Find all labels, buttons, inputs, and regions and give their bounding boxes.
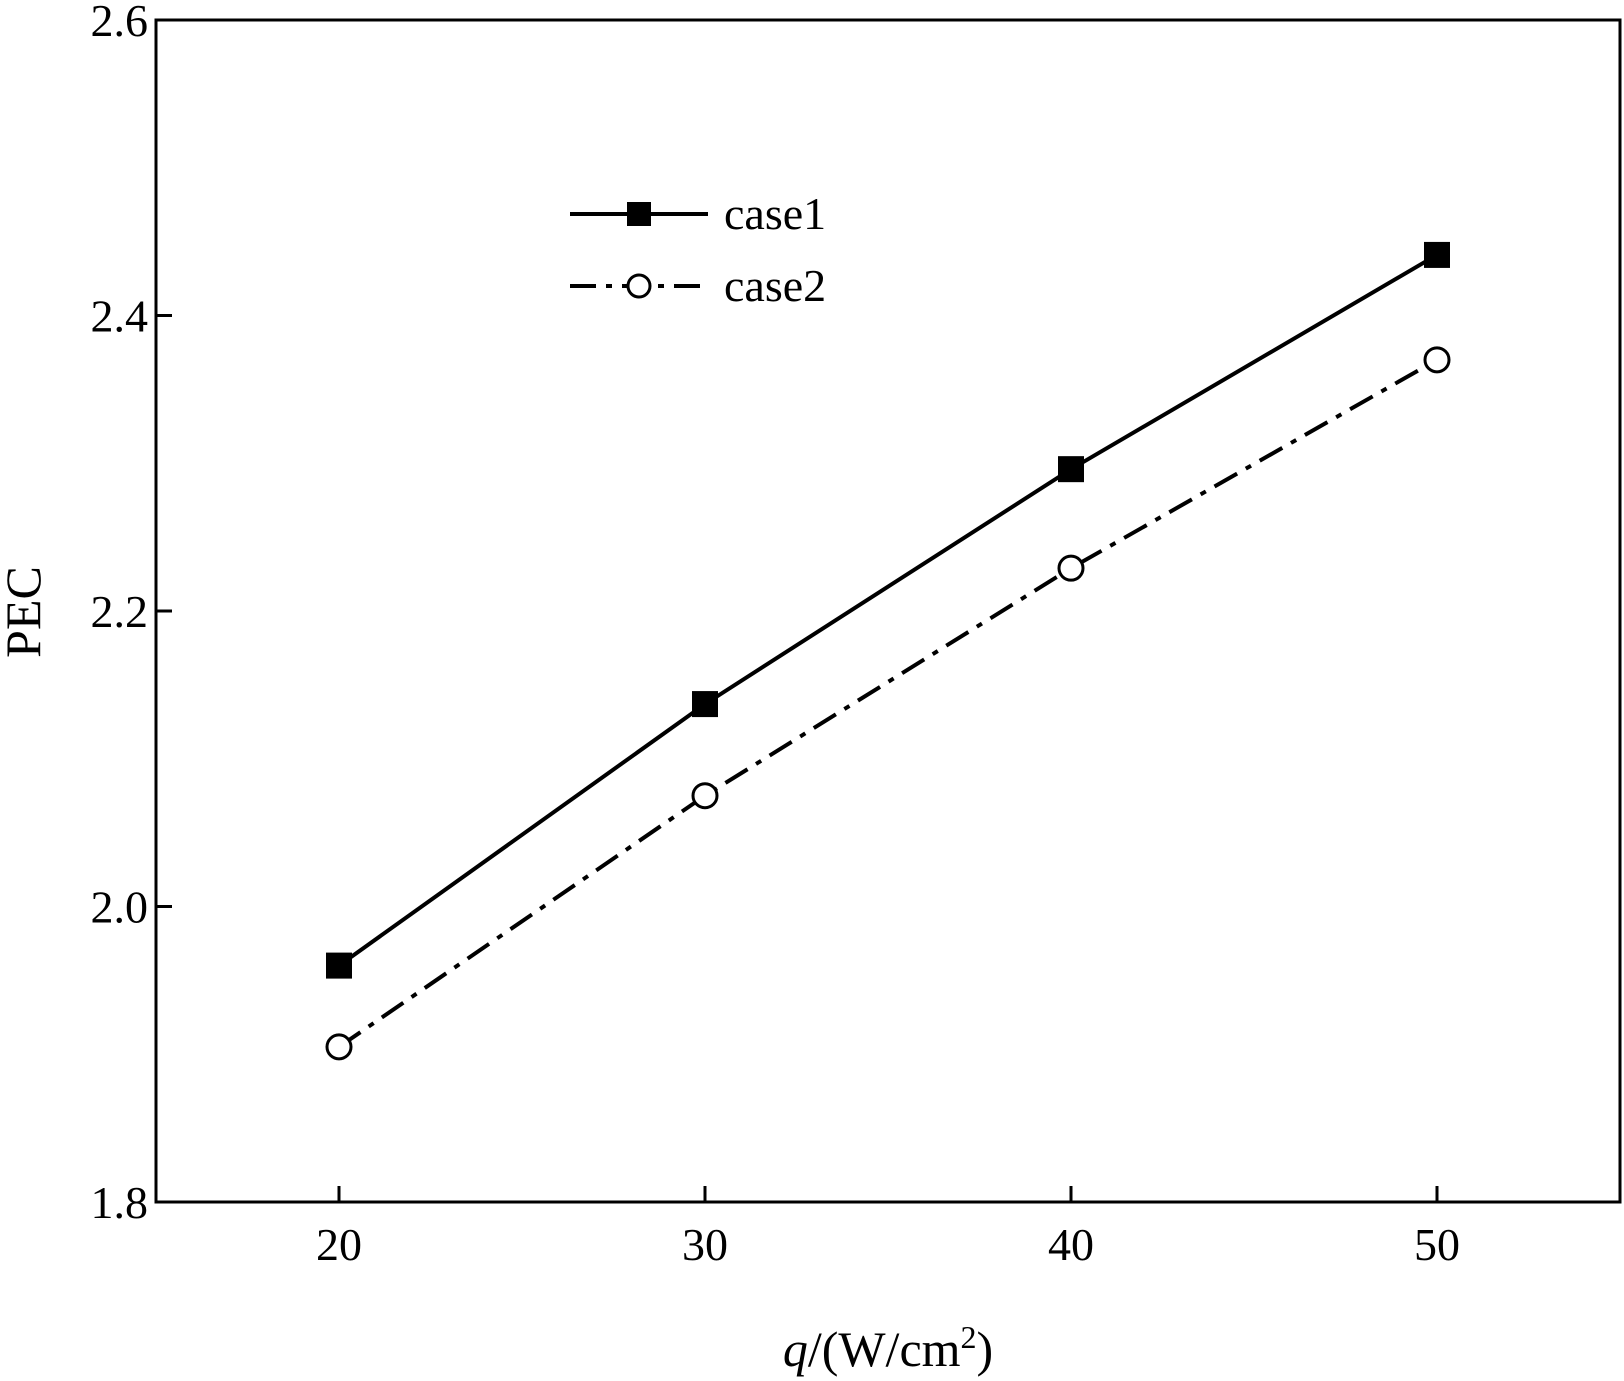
data-point-case1 (1424, 241, 1450, 268)
y-axis-title: PEC (0, 566, 51, 658)
x-tick-label: 50 (1414, 1219, 1460, 1270)
x-tick-label: 40 (1048, 1219, 1094, 1270)
plot-frame (154, 18, 1622, 1204)
y-tick-label: 2.2 (91, 586, 149, 637)
y-tick-label: 2.6 (91, 0, 149, 46)
y-tick-label: 1.8 (91, 1177, 149, 1228)
legend-label-case2: case2 (724, 260, 826, 311)
y-tick-label: 2.4 (91, 291, 149, 342)
x-tick-label: 30 (682, 1219, 728, 1270)
series-line-case2 (337, 358, 1438, 1049)
y-tick-label: 2.0 (91, 882, 149, 933)
legend: case1 case2 (570, 188, 826, 311)
ticks-layer: 20 30 40 50 1.8 2.0 2.2 2.4 2.6 (91, 0, 1461, 1270)
series-line-case1 (337, 253, 1439, 968)
x-axis-title-superscript: 2 (961, 1319, 977, 1355)
data-point-case2 (691, 782, 719, 810)
data-point-case1 (1058, 456, 1084, 483)
data-point-case1 (326, 952, 352, 979)
x-tick-label: 20 (316, 1219, 362, 1270)
x-axis-title-close: ) (977, 1321, 994, 1377)
x-axis-title: q/(W/cm2) (783, 1319, 993, 1377)
legend-label-case1: case1 (724, 188, 826, 239)
x-axis-title-unit: /(W/cm (808, 1321, 961, 1377)
data-point-case2 (325, 1033, 353, 1061)
data-point-case1 (692, 691, 718, 718)
data-point-case2 (1423, 346, 1451, 374)
data-point-case2 (1057, 554, 1085, 582)
legend-marker-case1 (627, 202, 651, 226)
legend-marker-case2 (626, 273, 652, 299)
x-axis-title-symbol: q (783, 1321, 808, 1377)
series-layer (325, 241, 1451, 1061)
